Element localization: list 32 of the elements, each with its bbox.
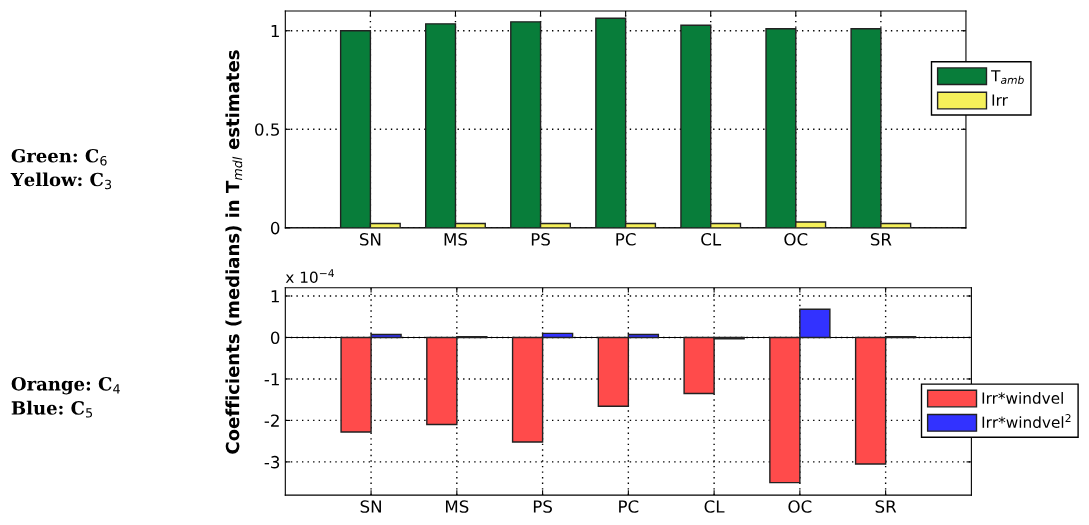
y-tick-label: 0 [270, 331, 280, 345]
x-tick-label: SR [870, 233, 892, 246]
y-tick-label: 0 [270, 221, 280, 235]
x-tick-label: PC [619, 500, 639, 513]
x-tick-label: OC [784, 233, 808, 246]
y-tick-label: 0.5 [255, 123, 279, 136]
x-tick-label: PC [616, 233, 636, 246]
legend-label: Irr*windvel [982, 392, 1063, 404]
text: Yellow: C$_{3}$ [10, 172, 112, 190]
legend-label: Irr [992, 94, 1008, 106]
y-tick-label: -3 [264, 455, 280, 469]
text: Orange: C$_{4}$ [11, 377, 120, 395]
y-tick-label: 1 [271, 24, 279, 38]
x-tick-label: PS [531, 233, 550, 246]
y-tick-label: -2 [264, 414, 279, 427]
text: Blue: C$_{5}$ [11, 400, 93, 418]
legend-label: Irr*windvel$^{2}$ [982, 414, 1071, 429]
y-axis-title: Coefficients (medians) in T$_{mdl}$ estimates [225, 50, 243, 454]
x-tick-label: MS [445, 500, 469, 513]
x-tick-label: SN [360, 500, 381, 513]
x-tick-label: MS [444, 233, 468, 246]
x-tick-label: SR [875, 500, 897, 513]
y-tick-label: 1 [271, 290, 279, 303]
text: Green: C$_{6}$ [11, 148, 107, 166]
x-tick-label: SN [359, 233, 381, 246]
x-tick-label: CL [704, 500, 725, 513]
x-tick-label: CL [701, 233, 722, 246]
x-tick-label: OC [788, 500, 812, 513]
text: x 10$^{−4}$ [285, 269, 334, 284]
legend-label: T$_{amb}$ [991, 70, 1024, 84]
x-tick-label: PS [533, 500, 552, 513]
y-tick-label: -1 [264, 373, 279, 386]
